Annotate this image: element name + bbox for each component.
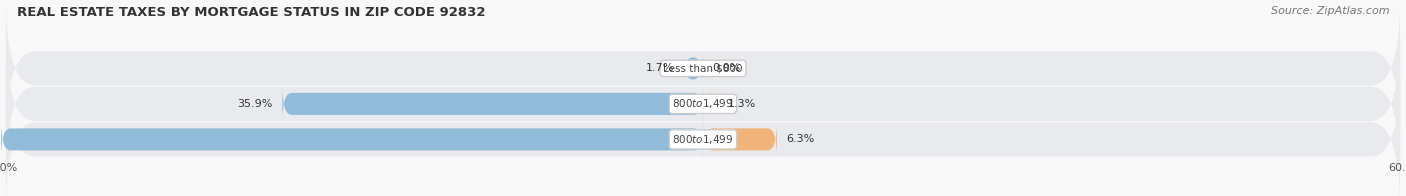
- FancyBboxPatch shape: [703, 86, 718, 121]
- FancyBboxPatch shape: [6, 0, 1400, 140]
- Text: 1.7%: 1.7%: [645, 63, 673, 73]
- FancyBboxPatch shape: [6, 68, 1400, 196]
- Text: 35.9%: 35.9%: [238, 99, 273, 109]
- Text: 6.3%: 6.3%: [786, 134, 814, 144]
- FancyBboxPatch shape: [1, 122, 703, 157]
- Text: Less than $800: Less than $800: [664, 63, 742, 73]
- FancyBboxPatch shape: [283, 86, 703, 121]
- Text: $800 to $1,499: $800 to $1,499: [672, 97, 734, 110]
- FancyBboxPatch shape: [703, 122, 778, 157]
- FancyBboxPatch shape: [683, 51, 703, 86]
- FancyBboxPatch shape: [6, 32, 1400, 176]
- Text: 0.0%: 0.0%: [713, 63, 741, 73]
- Text: $800 to $1,499: $800 to $1,499: [672, 133, 734, 146]
- Text: REAL ESTATE TAXES BY MORTGAGE STATUS IN ZIP CODE 92832: REAL ESTATE TAXES BY MORTGAGE STATUS IN …: [17, 6, 485, 19]
- Text: Source: ZipAtlas.com: Source: ZipAtlas.com: [1271, 6, 1389, 16]
- Text: 1.3%: 1.3%: [728, 99, 756, 109]
